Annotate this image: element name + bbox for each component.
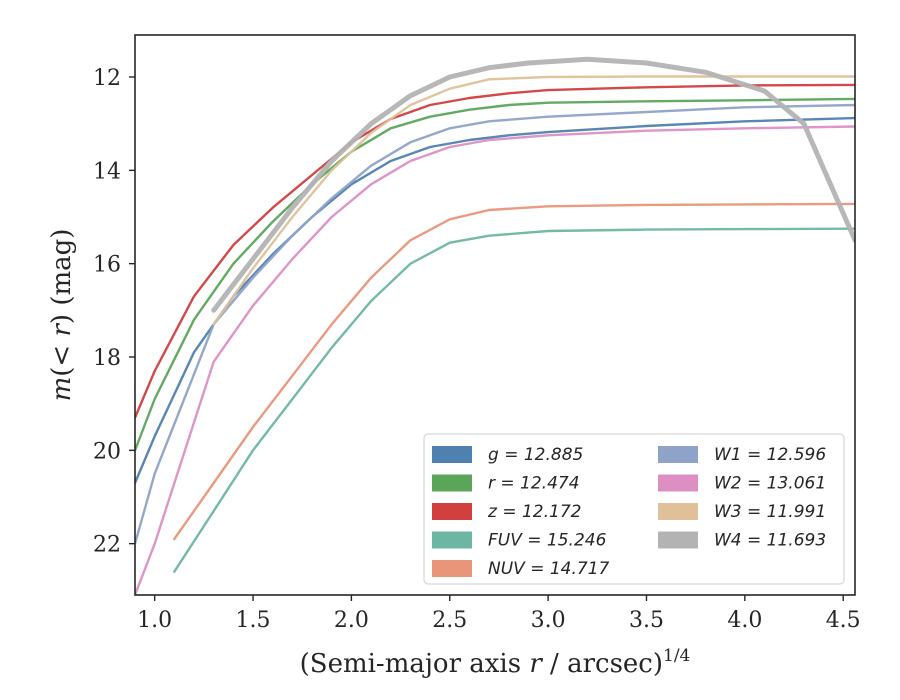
y-axis-label-pre: m	[47, 377, 77, 402]
y-tick-label: 22	[93, 533, 121, 558]
x-tick-label: 4.5	[826, 608, 861, 633]
legend-swatch-r	[432, 474, 472, 492]
legend-label-r: r = 12.474	[488, 474, 580, 494]
y-axis-label-post: ) (mag)	[47, 229, 77, 325]
legend-label-w4: W4 = 11.693	[714, 531, 826, 551]
legend-swatch-w3	[658, 503, 698, 520]
y-tick-label: 12	[93, 66, 121, 91]
x-axis-label: (Semi-major axis r / arcsec)1/4	[300, 646, 691, 679]
x-axis-label-var: r	[529, 649, 543, 679]
legend: g = 12.885 r = 12.474 z = 12.172 FUV = 15.2…	[423, 433, 845, 585]
series-layer	[135, 56, 855, 595]
y-axis: 12 14 16 18 20 22	[93, 66, 135, 558]
x-tick-label: 3.0	[531, 608, 566, 633]
legend-label-g: g = 12.885	[488, 445, 583, 465]
series-line-w4	[211, 56, 855, 313]
legend-swatch-fuv	[432, 531, 472, 549]
legend-label-z: z = 12.172	[487, 502, 581, 522]
legend-box	[423, 433, 845, 585]
y-tick-label: 16	[93, 253, 121, 278]
legend-label-w1: W1 = 12.596	[714, 445, 826, 465]
x-tick-label: 2.0	[334, 608, 369, 633]
x-tick-label: 1.5	[236, 608, 271, 633]
x-tick-label: 3.5	[629, 608, 664, 633]
legend-label-w3: W3 = 11.991	[714, 502, 826, 522]
y-axis-label-var: r	[47, 323, 77, 337]
legend-label-fuv: FUV = 15.246	[488, 531, 607, 551]
series-line-w3	[212, 75, 855, 326]
x-axis-label-sup: 1/4	[663, 646, 690, 666]
series-line-nuv	[173, 202, 855, 541]
y-tick-label: 20	[93, 439, 121, 464]
legend-swatch-w2	[658, 474, 698, 492]
legend-label-nuv: NUV = 14.717	[488, 559, 610, 579]
plot-frame	[134, 34, 856, 596]
legend-label-w2: W2 = 13.061	[714, 474, 826, 494]
legend-swatch-z	[432, 503, 472, 520]
x-tick-label: 2.5	[432, 608, 467, 633]
series-line-fuv	[173, 227, 855, 573]
y-axis-label: m(< r) (mag)	[47, 229, 77, 402]
legend-swatch-w4	[658, 531, 698, 549]
y-axis-label-mid: (<	[47, 337, 77, 377]
legend-swatch-nuv	[432, 560, 472, 577]
series-line-w2	[135, 125, 855, 595]
y-tick-label: 18	[93, 346, 121, 371]
x-axis-label-pre: (Semi-major axis	[300, 649, 530, 679]
x-axis: 1.0 1.5 2.0 2.5 3.0 3.5 4.0 4.5	[137, 595, 861, 633]
x-axis-label-post: / arcsec)	[542, 649, 663, 679]
legend-swatch-g	[432, 446, 472, 463]
x-tick-label: 1.0	[137, 608, 172, 633]
x-tick-label: 4.0	[727, 608, 762, 633]
series-line-r	[135, 97, 855, 452]
legend-swatch-w1	[658, 446, 698, 463]
y-tick-label: 14	[93, 159, 121, 184]
series-line-g	[135, 116, 855, 485]
